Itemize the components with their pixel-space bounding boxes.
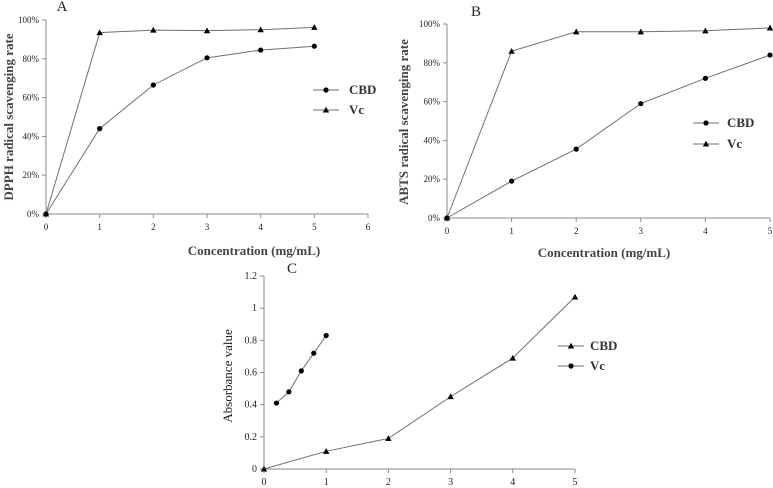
- panel-c-x-tick-label: 4: [510, 477, 515, 488]
- panel-c-x-tick-label: 2: [386, 477, 391, 488]
- panel-c-vc-point: [273, 400, 280, 406]
- panel-c-y-tick-label: 0.2: [245, 432, 258, 443]
- panel-c-vc-point: [323, 332, 329, 339]
- panel-c-x-tick-label: 5: [573, 477, 578, 488]
- panel-a-y-axis-label: DPPH radical scavenging rate: [1, 33, 16, 200]
- panel-c-x-tick-label: 3: [448, 477, 453, 488]
- panel-c-cbd-point: [447, 393, 454, 400]
- panel-a-legend-vc-marker: [322, 106, 330, 113]
- panel-b-cbd-point: [702, 75, 709, 81]
- panel-a-cbd-point: [204, 55, 210, 61]
- panel-a-cbd-point: [97, 126, 103, 132]
- panel-c-cbd-point: [509, 354, 516, 361]
- panel-a-y-tick-label: 100%: [18, 15, 40, 25]
- panel-a-vc-point: [203, 27, 211, 34]
- panel-a-vc-point: [257, 26, 264, 33]
- panel-b-x-tick-label: 4: [703, 226, 708, 236]
- panel-c-x-tick-label: 0: [262, 477, 267, 488]
- panel-b-cbd-line: [446, 54, 771, 219]
- panel-b-legend-vc-marker: [702, 140, 710, 147]
- panel-c-cbd-point: [260, 465, 268, 472]
- panel-c-y-tick-label: 0.8: [245, 335, 258, 346]
- panel-a-vc-point: [150, 26, 157, 33]
- panel-b-x-tick-label: 3: [639, 226, 644, 236]
- panel-a-y-tick-label: 0%: [27, 209, 40, 219]
- panel-b-legend-cbd-label: CBD: [727, 115, 754, 130]
- panel-b-vc-point: [702, 27, 709, 34]
- panel-b-label: B: [471, 4, 481, 20]
- panel-c-vc-point: [286, 389, 292, 395]
- panel-b-vc-point: [766, 24, 773, 31]
- panel-b-cbd-point: [638, 100, 644, 107]
- panel-a-legend-cbd-marker: [323, 87, 329, 93]
- panel-b-y-tick-label: 60%: [424, 97, 441, 107]
- panel-c-x-tick-label: 1: [324, 477, 329, 488]
- panel-a-x-tick-label: 1: [97, 222, 102, 232]
- panel-a-label: A: [57, 0, 68, 15]
- panel-a-vc-point: [42, 210, 50, 217]
- panel-b-vc-point: [443, 214, 451, 221]
- panel-b-y-tick-label: 40%: [424, 135, 441, 145]
- panel-a-x-axis-label: Concentration (mg/mL): [188, 243, 321, 258]
- panel-c-vc-point: [298, 368, 304, 374]
- panel-b-x-tick-label: 2: [574, 226, 579, 236]
- panel-c-y-tick-label: 0.4: [245, 400, 258, 411]
- panel-a-x-tick-label: 6: [366, 222, 371, 232]
- panel-b-y-tick-label: 0%: [428, 213, 441, 223]
- panel-a-cbd-line: [45, 45, 315, 215]
- panel-a-legend-vc-label: Vc: [349, 102, 364, 117]
- panel-c-legend-cbd-label: CBD: [590, 338, 617, 353]
- panel-c-y-tick-label: 1: [252, 303, 257, 314]
- panel-b-vc-point: [508, 47, 515, 54]
- panel-b-vc-line: [446, 27, 771, 219]
- panel-b-x-tick-label: 0: [445, 226, 450, 236]
- panel-a-cbd-point: [150, 82, 156, 88]
- panel-b-legend-vc-label: Vc: [727, 136, 742, 151]
- panel-b-y-tick-label: 100%: [419, 19, 441, 29]
- panel-a-x-tick-label: 3: [205, 222, 210, 232]
- panel-b-cbd-point: [573, 146, 579, 152]
- panel-a-vc-line: [45, 26, 315, 215]
- panel-b-legend-cbd-marker: [703, 120, 709, 126]
- panel-b-vc-point: [637, 28, 644, 35]
- panel-b-vc-point: [573, 28, 580, 35]
- panel-b-y-tick-label: 20%: [424, 174, 441, 184]
- panel-b-x-tick-label: 5: [768, 226, 773, 236]
- panel-c-cbd-point: [323, 448, 330, 454]
- panel-b-y-tick-label: 80%: [424, 58, 441, 68]
- panel-a-x-tick-label: 0: [44, 222, 49, 232]
- panel-a-y-tick-label: 60%: [23, 93, 40, 103]
- panel-c-label: C: [287, 261, 297, 277]
- panel-a-x-tick-label: 4: [258, 222, 263, 232]
- panel-a-y-tick-label: 80%: [23, 54, 40, 64]
- panel-a-y-tick-label: 40%: [23, 131, 40, 141]
- panel-b-y-axis-label: ABTS radical scavenging rate: [396, 39, 411, 205]
- panel-a-x-tick-label: 2: [151, 222, 156, 232]
- panel-a-vc-point: [96, 29, 103, 36]
- panel-b-cbd-point: [767, 52, 773, 58]
- panel-c-legend-cbd-marker: [567, 342, 575, 349]
- panel-a-cbd-point: [258, 47, 264, 53]
- panel-c-cbd-line: [263, 296, 576, 470]
- panel-c-legend-vc-marker: [568, 363, 574, 369]
- panel-c-cbd-point: [385, 435, 392, 442]
- panel-a-cbd-point: [311, 43, 317, 49]
- panel-b-x-tick-label: 1: [509, 226, 514, 236]
- panel-b-x-axis-label: Concentration (mg/mL): [538, 245, 671, 260]
- panel-c-vc-point: [311, 350, 317, 356]
- panel-b-cbd-point: [509, 178, 515, 184]
- panel-c-y-axis-label: Absorbance value: [220, 329, 235, 423]
- panel-a-legend-cbd-label: CBD: [349, 82, 376, 97]
- panel-a-vc-point: [311, 24, 318, 30]
- panel-a-y-tick-label: 20%: [23, 170, 40, 180]
- panel-a-x-tick-label: 5: [312, 222, 317, 232]
- panel-c-y-tick-label: 1.2: [245, 271, 258, 282]
- panel-c-legend-vc-label: Vc: [590, 358, 605, 373]
- panel-c-y-tick-label: 0.6: [245, 368, 258, 379]
- panel-c-y-tick-label: 0: [252, 464, 257, 475]
- panel-c-cbd-point: [571, 293, 579, 300]
